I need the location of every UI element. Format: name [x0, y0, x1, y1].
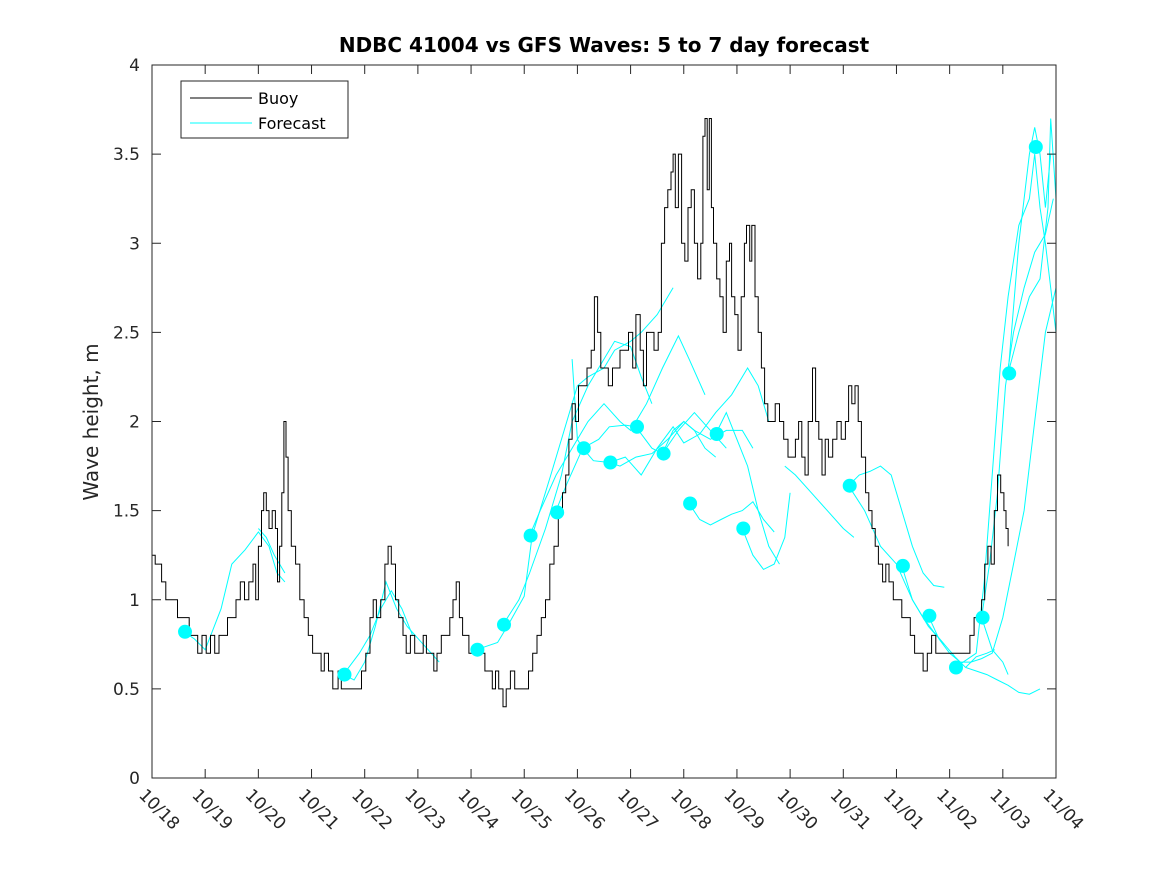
forecast-marker-6 — [550, 505, 565, 520]
forecast-marker-7 — [576, 441, 591, 456]
legend: Buoy Forecast — [180, 80, 349, 139]
forecast-line-24 — [981, 617, 1009, 675]
y-tick-label-5: 2.5 — [113, 323, 140, 343]
forecast-line-7 — [529, 334, 706, 536]
y-tick-label-3: 1.5 — [113, 502, 140, 522]
y-axis-label: Wave height, m — [79, 343, 103, 500]
forecast-markers-group — [178, 140, 1043, 682]
forecast-marker-13 — [736, 521, 751, 536]
forecast-marker-20 — [1028, 140, 1043, 154]
y-tick-label-4: 2 — [129, 413, 140, 433]
forecast-marker-15 — [895, 558, 910, 573]
forecast-marker-2 — [337, 667, 352, 682]
forecast-marker-16 — [922, 608, 937, 623]
forecast-line-16 — [848, 465, 945, 588]
forecast-marker-3 — [470, 642, 485, 657]
forecast-line-21 — [981, 198, 1054, 618]
forecast-line-5 — [476, 287, 674, 651]
buoy-line — [152, 118, 1009, 708]
chart-title: NDBC 41004 vs GFS Waves: 5 to 7 day fore… — [339, 33, 870, 57]
forecast-marker-1 — [178, 624, 192, 639]
forecast-line-15 — [784, 465, 855, 538]
forecast-marker-9 — [630, 419, 644, 434]
forecast-marker-5 — [523, 528, 538, 543]
buoy-series-group — [152, 118, 1009, 708]
forecast-line-13 — [715, 411, 780, 565]
forecast-line-20 — [954, 154, 1057, 668]
y-tick-label-7: 3.5 — [113, 145, 140, 165]
forecast-line-9 — [571, 359, 770, 476]
legend-forecast-label: Forecast — [258, 114, 326, 133]
forecast-marker-8 — [603, 455, 618, 470]
forecast-marker-12 — [709, 427, 724, 441]
forecast-line-3 — [343, 580, 440, 681]
y-tick-label-8: 4 — [129, 56, 140, 76]
forecast-line-12 — [688, 500, 775, 533]
forecast-line-1 — [183, 531, 286, 651]
forecast-marker-19 — [1002, 366, 1017, 381]
legend-buoy-label: Buoy — [258, 89, 298, 108]
forecast-line-11 — [662, 420, 717, 458]
legend-box — [180, 80, 349, 139]
forecast-line-14 — [741, 492, 791, 571]
forecast-marker-17 — [949, 660, 963, 675]
y-tick-label-1: 0.5 — [113, 680, 140, 700]
y-tick-label-0: 0 — [129, 769, 140, 789]
forecast-line-23 — [1007, 118, 1057, 374]
y-axis-ticks: 0 0.5 1 1.5 2 2.5 3 3.5 4 — [113, 56, 1056, 789]
plot-area — [152, 65, 1056, 778]
forecast-marker-11 — [683, 496, 698, 511]
y-tick-label-6: 3 — [129, 234, 140, 254]
forecast-marker-18 — [975, 610, 990, 625]
forecast-marker-10 — [656, 446, 671, 461]
y-tick-label-2: 1 — [129, 591, 140, 611]
forecast-marker-14 — [842, 478, 857, 493]
forecast-line-2 — [258, 528, 286, 574]
forecast-marker-4 — [497, 617, 511, 632]
forecast-line-25 — [965, 649, 996, 668]
